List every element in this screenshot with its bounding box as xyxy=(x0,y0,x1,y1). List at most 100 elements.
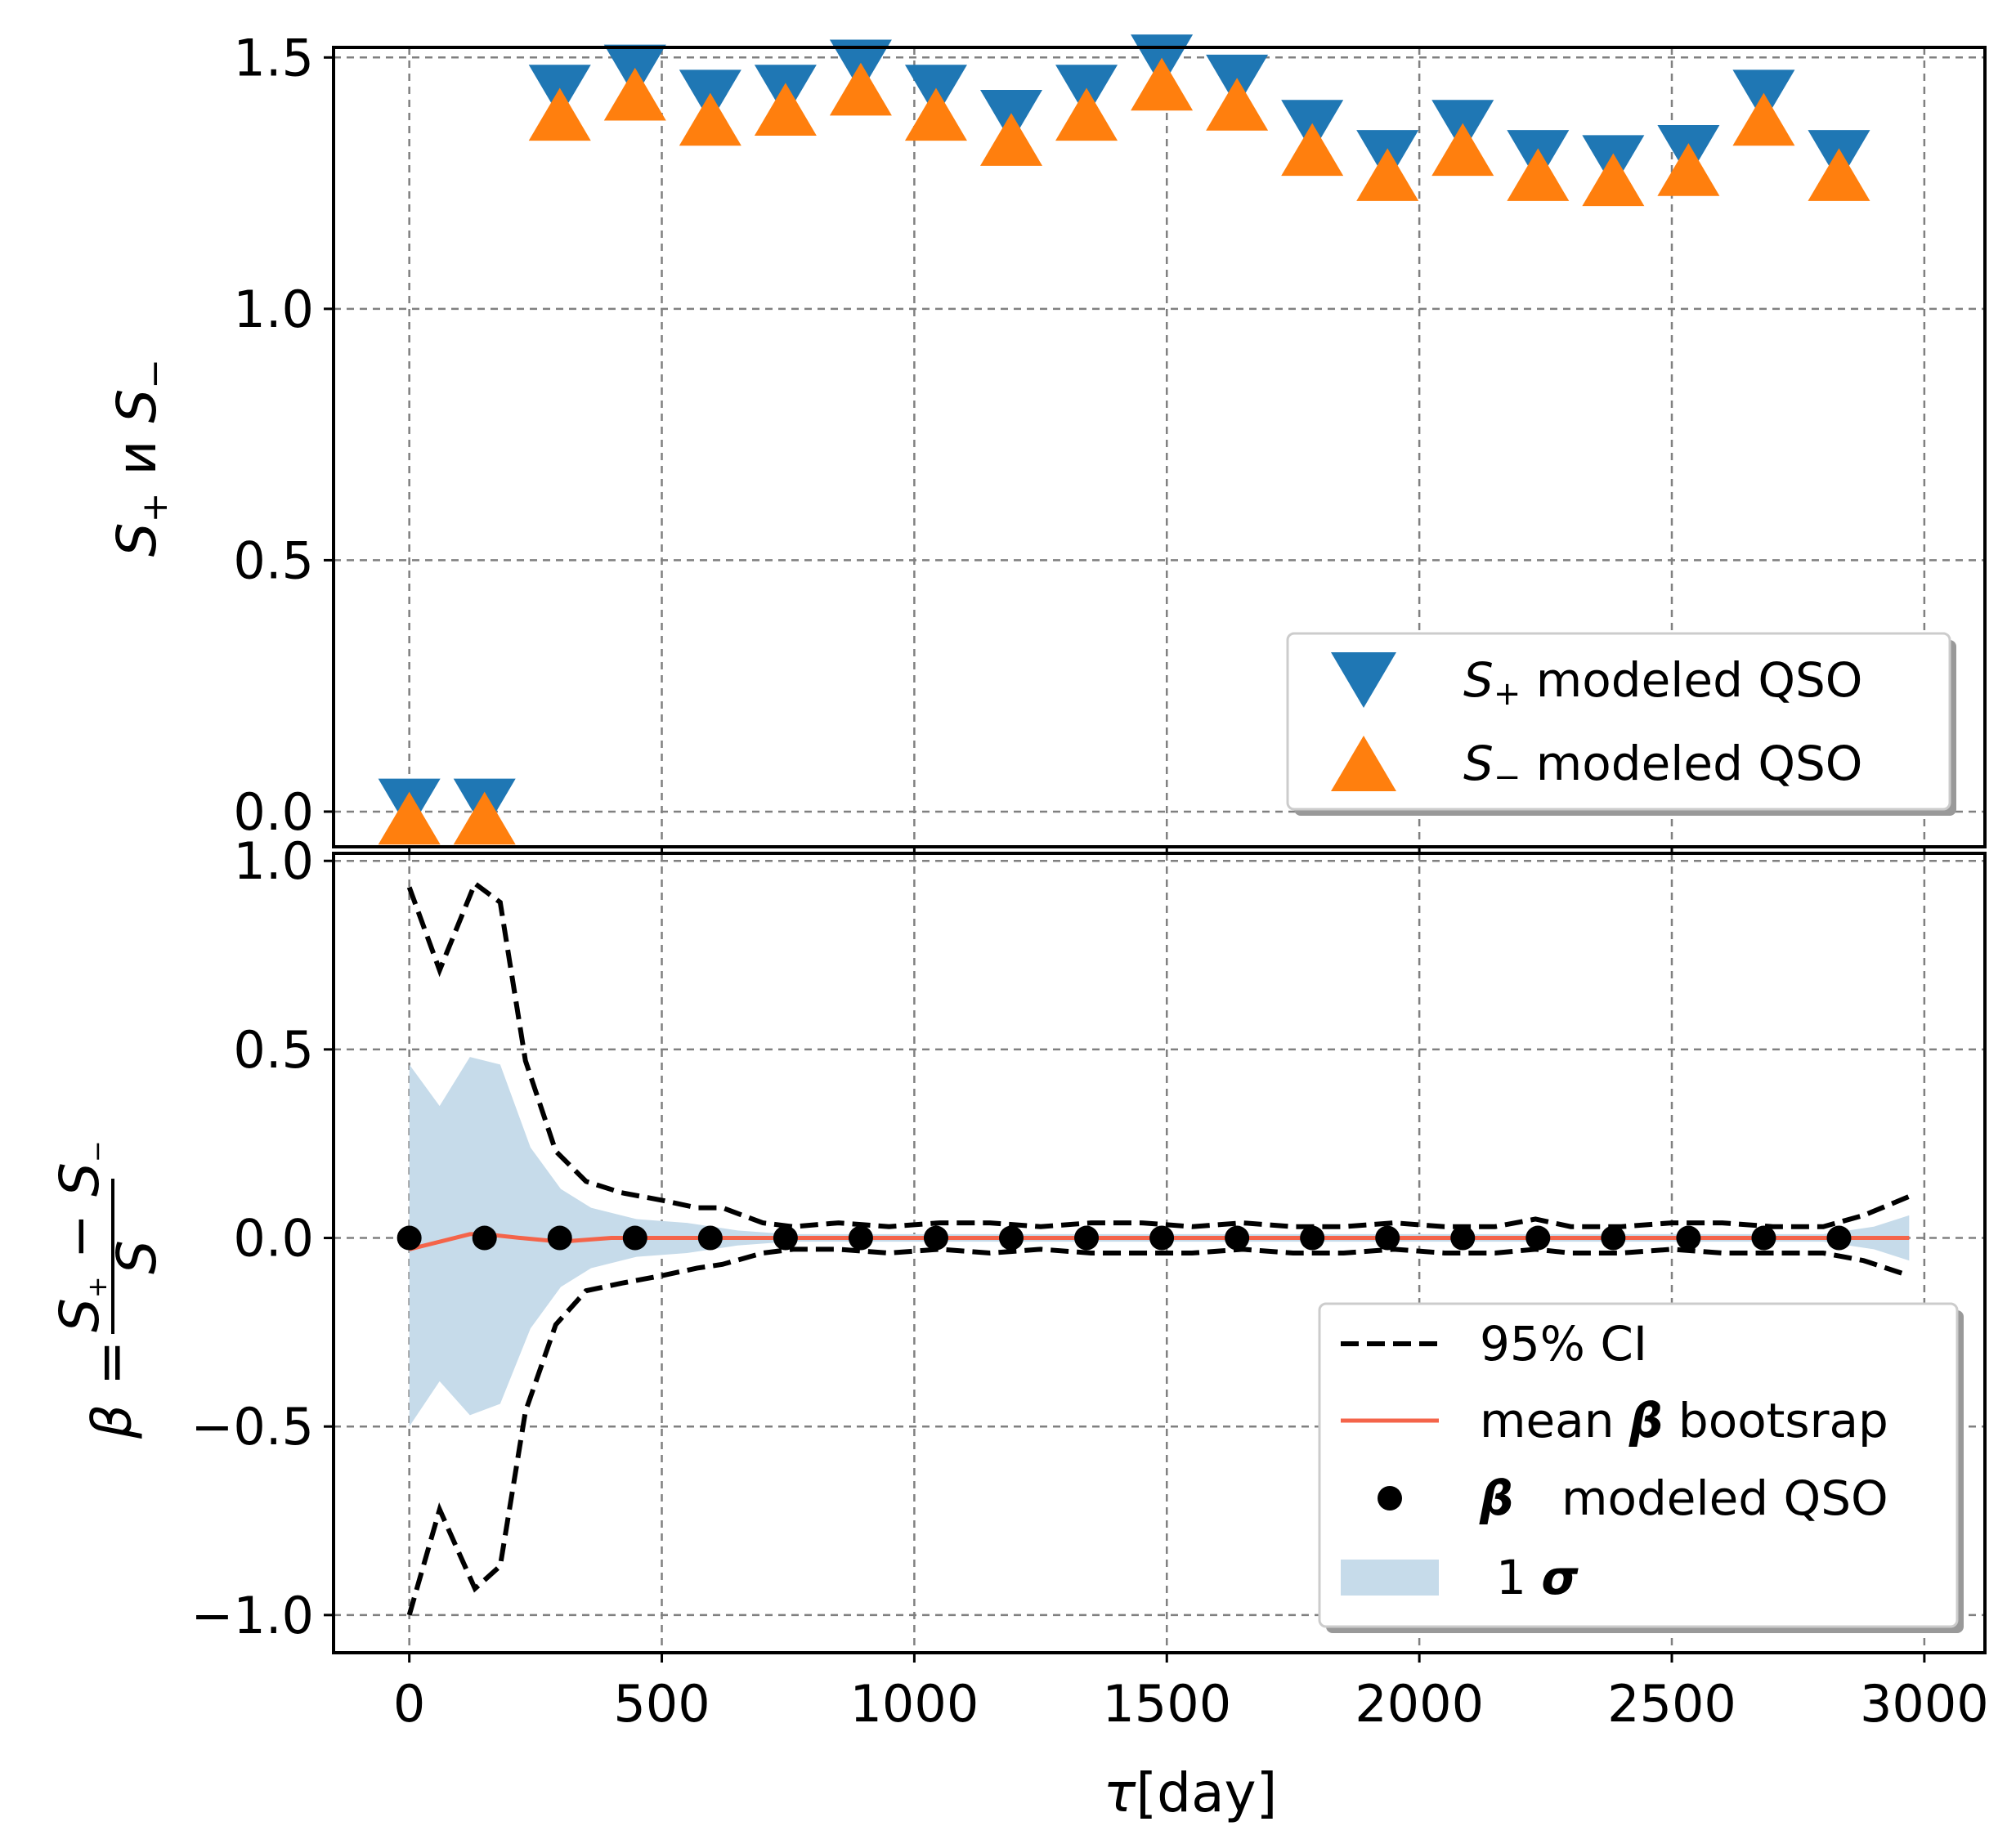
bottom-ylabel-numerator: S+ − S− xyxy=(48,1140,113,1332)
sminus-marker xyxy=(754,83,817,136)
legend-band-prefix: 1 xyxy=(1496,1550,1541,1605)
legend-sub: + xyxy=(1494,675,1521,713)
beta-point xyxy=(622,1225,647,1251)
top-ylabel-and: и xyxy=(105,441,168,476)
beta-point xyxy=(396,1225,422,1251)
ci-lower-line xyxy=(406,1246,1911,1616)
bottom-xtick-label: 2000 xyxy=(1355,1674,1484,1734)
ci-upper-line xyxy=(406,879,1911,1229)
bottom-ylabel: β = S+ − S− S xyxy=(48,1140,168,1439)
beta-point xyxy=(1751,1225,1776,1251)
beta-point xyxy=(999,1225,1024,1251)
legend-mean-prefix: mean xyxy=(1480,1393,1629,1448)
top-axes-frame xyxy=(332,46,1987,848)
bottom-xtick-label: 0 xyxy=(393,1674,425,1734)
sminus-marker xyxy=(1281,123,1344,177)
sminus-marker xyxy=(1131,57,1194,111)
legend-text: modeled QSO xyxy=(1521,736,1862,791)
sminus-marker xyxy=(603,67,666,121)
bottom-axes-frame xyxy=(332,852,1987,1654)
legend-mean-label: mean β bootsrap xyxy=(1480,1393,1888,1448)
legend-band-label: 1 σ xyxy=(1496,1550,1579,1605)
sminus-marker xyxy=(378,791,441,845)
sminus-marker xyxy=(904,87,967,141)
bottom-ytick-label: 1.0 xyxy=(233,831,314,891)
bottom-ytick-label: 0.0 xyxy=(233,1209,314,1269)
sminus-marker xyxy=(1582,153,1645,207)
bottom-xtick-label: 3000 xyxy=(1860,1674,1989,1734)
beta-point xyxy=(547,1225,572,1251)
top-ylabel-s2: S xyxy=(105,389,168,423)
legend-ci-label: 95% CI xyxy=(1480,1316,1647,1372)
beta-point xyxy=(1300,1225,1325,1251)
bottom-xlabel: τ[day] xyxy=(1104,1761,1278,1824)
bottom-yticks: −1.0 −0.5 0.0 0.5 1.0 xyxy=(190,831,334,1645)
bottom-panel: −1.0 −0.5 0.0 0.5 1.0 0 500 1000 1500 2000 2500 30… xyxy=(48,831,1989,1824)
beta-point xyxy=(1450,1225,1476,1251)
beta-point xyxy=(1525,1225,1551,1251)
frac-num-s2: S xyxy=(48,1162,111,1197)
beta-point xyxy=(472,1225,497,1251)
top-yticks: 0.0 0.5 1.0 1.5 xyxy=(233,28,1926,855)
legend-s: S xyxy=(1463,736,1494,791)
legend-point-marker xyxy=(1378,1486,1402,1511)
beta-point xyxy=(1676,1225,1701,1251)
sminus-marker xyxy=(528,87,591,141)
top-marks xyxy=(378,34,1870,845)
beta-point xyxy=(848,1225,873,1251)
beta-point xyxy=(1826,1225,1852,1251)
frac-num-s1: S xyxy=(48,1298,111,1332)
bottom-xtick-label: 1500 xyxy=(1102,1674,1231,1734)
legend-s: S xyxy=(1463,652,1494,708)
legend-text: modeled QSO xyxy=(1521,652,1862,708)
top-ytick-label: 1.5 xyxy=(233,28,314,87)
frac-num-minus: − xyxy=(82,1140,113,1162)
beta-point xyxy=(923,1225,948,1251)
sminus-marker xyxy=(1507,148,1570,201)
sminus-marker xyxy=(1356,148,1419,201)
top-legend-label: S− modeled QSO xyxy=(1463,736,1862,796)
legend-band-sigma: σ xyxy=(1541,1550,1579,1605)
legend-mean-beta: β xyxy=(1628,1393,1664,1448)
bottom-xtick-label: 500 xyxy=(613,1674,710,1734)
bottom-xticks: 0 500 1000 1500 2000 2500 3000 xyxy=(393,1653,1989,1734)
sminus-marker xyxy=(1732,92,1795,146)
sminus-marker xyxy=(829,62,892,116)
sminus-marker xyxy=(1808,148,1870,201)
beta-point xyxy=(697,1225,723,1251)
sminus-marker xyxy=(1657,143,1720,196)
beta-point xyxy=(1375,1225,1400,1251)
top-ylabel-sub-plus: + xyxy=(134,492,176,522)
legend-sminus-marker xyxy=(1331,736,1396,791)
legend-mean-suffix: bootsrap xyxy=(1663,1393,1888,1448)
sminus-marker xyxy=(980,113,1043,166)
bottom-marks xyxy=(396,879,1911,1616)
bottom-ylabel-denominator: S xyxy=(105,1240,168,1274)
sminus-marker xyxy=(1431,123,1494,177)
top-ytick-label: 1.0 xyxy=(233,280,314,339)
bottom-xtick-label: 1000 xyxy=(849,1674,979,1734)
beta-point xyxy=(1074,1225,1100,1251)
sminus-marker xyxy=(679,92,741,146)
frac-num-plus: + xyxy=(82,1276,113,1298)
sminus-marker xyxy=(1206,78,1269,131)
beta-point xyxy=(1149,1225,1175,1251)
top-ytick-label: 0.0 xyxy=(233,782,314,842)
bottom-legend-box xyxy=(1318,1302,1959,1628)
bottom-xtick-label: 2500 xyxy=(1607,1674,1736,1734)
beta-point xyxy=(1225,1225,1250,1251)
legend-sub: − xyxy=(1494,759,1521,796)
top-legend-box xyxy=(1286,632,1951,811)
top-legend-label: S+ modeled QSO xyxy=(1463,652,1862,713)
legend-band-patch xyxy=(1341,1560,1439,1596)
bottom-ylabel-eq: = xyxy=(79,1340,142,1385)
beta-point xyxy=(1601,1225,1626,1251)
bottom-ytick-label: −0.5 xyxy=(190,1397,314,1457)
sminus-marker xyxy=(1055,87,1118,141)
bottom-ylabel-beta: β xyxy=(81,1404,144,1439)
frac-num-minus-sign: − xyxy=(48,1214,111,1259)
